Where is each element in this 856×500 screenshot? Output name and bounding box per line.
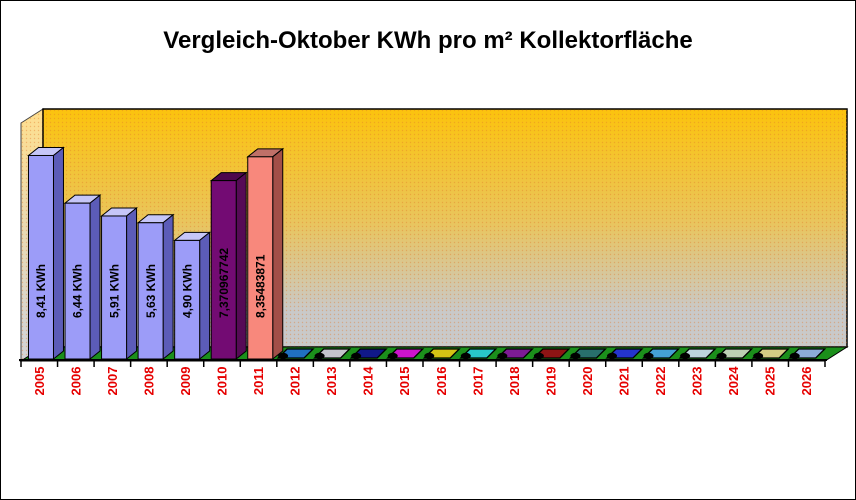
x-axis-label-2019: 2019 (543, 367, 558, 396)
bar-2009 (174, 239, 201, 360)
bar-side-2005 (52, 146, 64, 361)
x-axis-label-2012: 2012 (288, 367, 303, 396)
bar-shadow-dot-2019 (533, 352, 544, 360)
bar-shadow-dot-2018 (497, 352, 508, 360)
bar-side-2006 (89, 194, 101, 361)
bar-2005 (27, 154, 54, 360)
bar-shadow-dot-2024 (716, 352, 727, 360)
bar-shadow-dot-2015 (387, 352, 398, 360)
bar-2006 (64, 202, 91, 360)
bar-side-2008 (162, 213, 174, 361)
bar-shadow-dot-2021 (607, 352, 617, 360)
x-axis-label-2007: 2007 (105, 367, 120, 396)
bar-value-label-2011: 8,35483871 (253, 254, 267, 318)
bar-2010 (210, 180, 237, 360)
x-axis-label-2008: 2008 (141, 367, 156, 396)
bar-value-label-2005: 8,41 KWh (34, 264, 48, 318)
bar-value-label-2009: 4,90 KWh (180, 264, 194, 318)
chart-title: Vergleich-Oktober KWh pro m² Kollektorfl… (163, 27, 693, 54)
x-axis-label-2010: 2010 (215, 367, 230, 396)
x-axis-label-2015: 2015 (397, 367, 412, 396)
x-axis-label-2021: 2021 (617, 367, 632, 396)
x-axis-label-2026: 2026 (799, 367, 814, 396)
bar-side-2010 (235, 171, 247, 361)
bar-value-label-2010: 7,370967742 (217, 248, 231, 318)
x-axis-label-2011: 2011 (251, 367, 266, 395)
bar-side-2007 (126, 206, 138, 361)
bar-value-label-2008: 5,63 KWh (144, 264, 158, 318)
x-axis-label-2022: 2022 (653, 367, 668, 396)
x-axis-label-2018: 2018 (507, 367, 522, 396)
bar-shadow-dot-2023 (680, 352, 691, 360)
bar-side-2009 (199, 231, 211, 361)
x-axis-label-2005: 2005 (32, 367, 47, 396)
x-axis-label-2020: 2020 (580, 367, 595, 396)
bar-2011 (247, 156, 274, 360)
bar-shadow-dot-2012 (278, 352, 289, 360)
x-axis-label-2006: 2006 (68, 367, 83, 396)
bar-shadow-dot-2013 (314, 352, 325, 360)
bar-shadow-dot-2022 (643, 352, 654, 360)
x-axis-label-2014: 2014 (361, 366, 376, 396)
x-axis-label-2025: 2025 (763, 367, 778, 396)
x-axis-label-2013: 2013 (324, 367, 339, 396)
bar-2007 (101, 215, 128, 360)
x-axis-label-2016: 2016 (434, 367, 449, 396)
bar-shadow-dot-2020 (570, 352, 581, 360)
bar-shadow-dot-2014 (351, 352, 362, 360)
x-axis-label-2009: 2009 (178, 367, 193, 396)
bar-value-label-2006: 6,44 KWh (71, 264, 85, 318)
bar-2008 (137, 222, 164, 360)
x-axis-label-2017: 2017 (470, 367, 485, 396)
bar-value-label-2007: 5,91 KWh (107, 264, 121, 318)
bar-shadow-dot-2016 (424, 352, 435, 360)
bar-shadow-dot-2025 (753, 352, 764, 360)
x-axis-label-2023: 2023 (690, 367, 705, 396)
bar-shadow-dot-2017 (460, 352, 471, 360)
bar-shadow-dot-2026 (789, 352, 800, 360)
x-axis-label-2024: 2024 (726, 366, 741, 396)
bar-side-2011 (272, 147, 284, 361)
